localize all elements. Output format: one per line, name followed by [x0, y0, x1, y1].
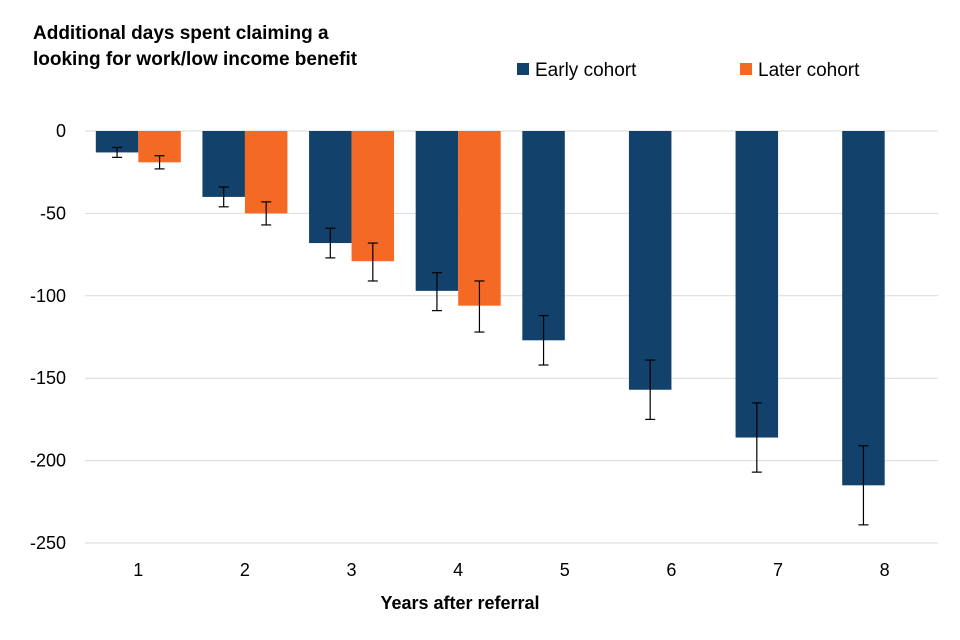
bar-early-cohort-3: [309, 131, 352, 244]
legend: Early cohort Later cohort: [517, 60, 860, 81]
error-bars: [112, 146, 869, 526]
error-bar: [431, 272, 442, 312]
error-bar: [325, 227, 336, 259]
error-bar: [112, 146, 123, 158]
gridlines: [85, 130, 938, 544]
y-tick-label: 0: [56, 121, 66, 141]
error-bar: [218, 186, 229, 208]
x-tick-label: 1: [133, 560, 143, 580]
legend-label-early-cohort: Early cohort: [535, 60, 637, 81]
bar-later-cohort-3: [351, 131, 395, 262]
x-tick-label: 5: [560, 560, 570, 580]
bar-early-cohort-4: [415, 131, 459, 291]
x-tick-label: 4: [453, 560, 463, 580]
y-tick-label: -100: [30, 286, 66, 306]
bar-early-cohort-7: [735, 131, 779, 438]
x-axis-ticks: 1 2 3 4 5 6 7 8: [133, 560, 889, 580]
error-bar: [751, 402, 762, 473]
error-bar: [858, 445, 869, 526]
error-bar: [645, 359, 656, 420]
bar-later-cohort-2: [244, 131, 288, 214]
y-tick-label: -50: [40, 203, 66, 223]
y-axis-ticks: 0 -50 -100 -150 -200 -250: [30, 121, 66, 553]
legend-swatch-early-cohort: [517, 63, 529, 75]
x-tick-label: 3: [347, 560, 357, 580]
y-tick-label: -150: [30, 368, 66, 388]
legend-label-later-cohort: Later cohort: [758, 60, 860, 81]
x-tick-label: 6: [666, 560, 676, 580]
bar-early-cohort-2: [202, 131, 245, 197]
chart-title-line-2: looking for work/low income benefit: [33, 49, 358, 70]
chart-title-line-1: Additional days spent claiming a: [33, 23, 329, 44]
x-tick-label: 7: [773, 560, 783, 580]
y-tick-label: -200: [30, 451, 66, 471]
error-bar: [261, 201, 272, 226]
bar-early-cohort-1: [95, 131, 139, 153]
error-bar: [538, 314, 549, 366]
x-axis-title: Years after referral: [380, 593, 539, 613]
error-bar: [474, 280, 485, 333]
x-tick-label: 8: [880, 560, 890, 580]
legend-swatch-later-cohort: [740, 63, 752, 75]
x-tick-label: 2: [240, 560, 250, 580]
error-bar: [154, 155, 165, 170]
error-bar: [367, 242, 378, 282]
bar-early-cohort-6: [628, 131, 672, 390]
y-tick-label: -250: [30, 533, 66, 553]
bar-early-cohort-5: [522, 131, 565, 341]
bar-later-cohort-4: [458, 131, 501, 306]
bars: [95, 131, 885, 486]
bar-early-cohort-8: [842, 131, 885, 486]
